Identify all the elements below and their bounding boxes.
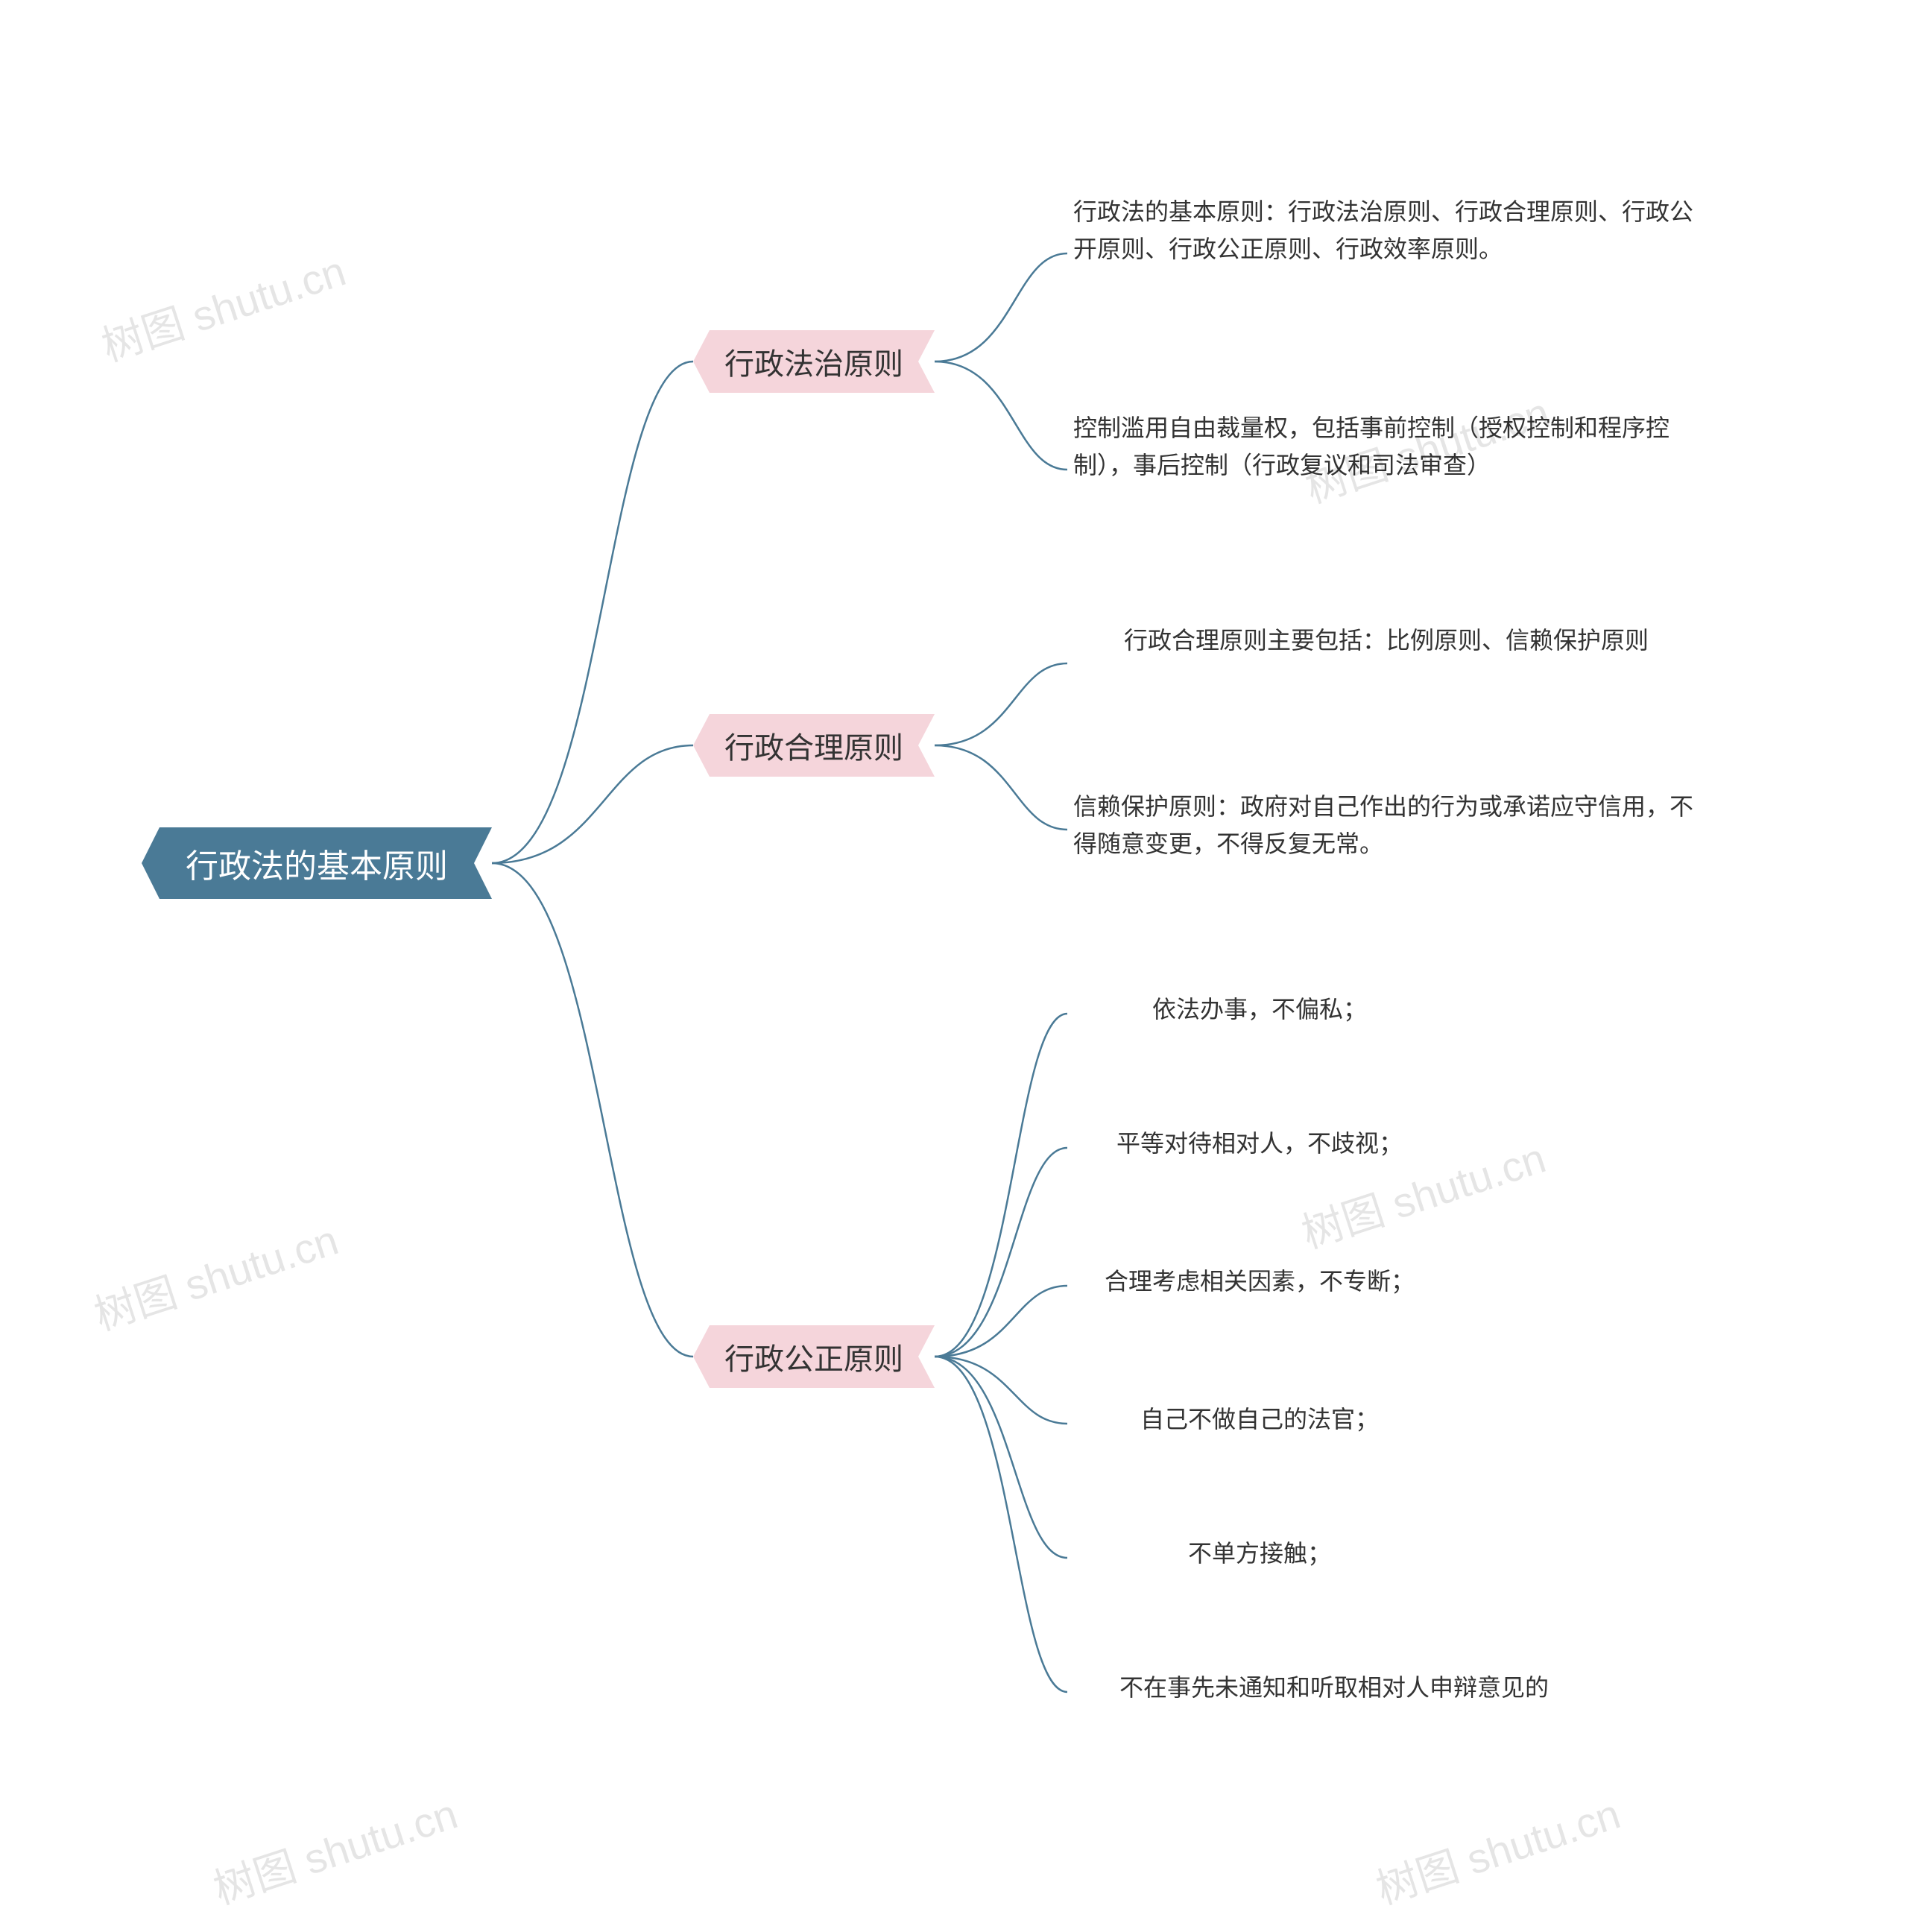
leaf-node: 自己不做自己的法官； bbox=[1073, 1401, 1446, 1439]
branch-node-fazhi[interactable]: 行政法治原则 bbox=[693, 330, 935, 393]
leaf-node: 信赖保护原则：政府对自己作出的行为或承诺应守信用，不得随意变更，不得反复无常。 bbox=[1073, 789, 1710, 862]
leaf-node: 行政法的基本原则：行政法治原则、行政合理原则、行政公开原则、行政公正原则、行政效… bbox=[1073, 194, 1714, 268]
leaf-node: 合理考虑相关因素，不专断； bbox=[1073, 1263, 1446, 1301]
watermark: 树图 shutu.cn bbox=[205, 1781, 464, 1916]
leaf-node: 平等对待相对人，不歧视； bbox=[1073, 1126, 1446, 1163]
root-node[interactable]: 行政法的基本原则 bbox=[142, 827, 492, 899]
connector-layer bbox=[0, 0, 1908, 1932]
leaf-node: 依法办事，不偏私； bbox=[1073, 991, 1446, 1029]
leaf-node: 行政合理原则主要包括：比例原则、信赖保护原则 bbox=[1073, 622, 1699, 660]
leaf-node: 不单方接触； bbox=[1073, 1535, 1446, 1573]
watermark: 树图 shutu.cn bbox=[93, 238, 353, 373]
watermark: 树图 shutu.cn bbox=[86, 1207, 345, 1342]
branch-node-heli[interactable]: 行政合理原则 bbox=[693, 714, 935, 777]
watermark: 树图 shutu.cn bbox=[1368, 1781, 1627, 1916]
leaf-node: 控制滥用自由裁量权，包括事前控制（授权控制和程序控制），事后控制（行政复议和司法… bbox=[1073, 410, 1722, 484]
branch-node-gongzheng[interactable]: 行政公正原则 bbox=[693, 1325, 935, 1388]
leaf-node: 不在事先未通知和听取相对人申辩意见的 bbox=[1073, 1670, 1595, 1707]
mindmap-canvas: 行政法的基本原则 行政法治原则 行政法的基本原则：行政法治原则、行政合理原则、行… bbox=[0, 0, 1908, 1932]
